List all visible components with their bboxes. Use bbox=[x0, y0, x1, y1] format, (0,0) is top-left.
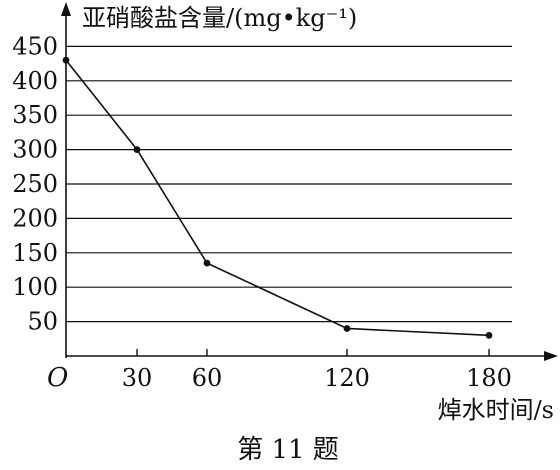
data-point bbox=[133, 146, 141, 154]
x-axis-arrow-icon bbox=[544, 351, 558, 361]
y-tick-label: 200 bbox=[12, 204, 58, 232]
x-tick-label: 30 bbox=[122, 364, 153, 392]
x-axis-title: 焯水时间/s bbox=[438, 396, 554, 424]
x-tick-labels: 30 60 120 180 bbox=[122, 349, 512, 392]
x-tick-label: 120 bbox=[324, 364, 370, 392]
y-tick-label: 250 bbox=[12, 170, 58, 198]
data-point bbox=[62, 56, 70, 64]
data-point bbox=[485, 331, 493, 339]
y-tick-label: 50 bbox=[27, 308, 58, 336]
y-tick-label: 400 bbox=[12, 67, 58, 95]
x-tick-label: 60 bbox=[192, 364, 223, 392]
series-line bbox=[65, 59, 490, 337]
y-tick-label: 100 bbox=[12, 273, 58, 301]
data-points bbox=[62, 56, 493, 339]
y-tick-label: 300 bbox=[12, 136, 58, 164]
grid-lines bbox=[66, 45, 512, 323]
y-tick-labels: 50 100 150 200 250 300 350 400 450 bbox=[12, 32, 58, 335]
axes bbox=[61, 2, 558, 361]
data-point bbox=[343, 325, 351, 332]
y-tick-label: 350 bbox=[12, 101, 58, 129]
figure-caption: 第 11 题 bbox=[237, 435, 339, 465]
origin-label: O bbox=[47, 363, 68, 393]
data-point bbox=[203, 259, 211, 267]
y-axis-title: 亚硝酸盐含量/(mg•kg⁻¹) bbox=[82, 4, 357, 32]
y-tick-label: 450 bbox=[12, 32, 58, 60]
x-tick-label: 180 bbox=[466, 364, 512, 392]
y-tick-label: 150 bbox=[12, 239, 58, 267]
y-axis-arrow-icon bbox=[61, 2, 71, 16]
